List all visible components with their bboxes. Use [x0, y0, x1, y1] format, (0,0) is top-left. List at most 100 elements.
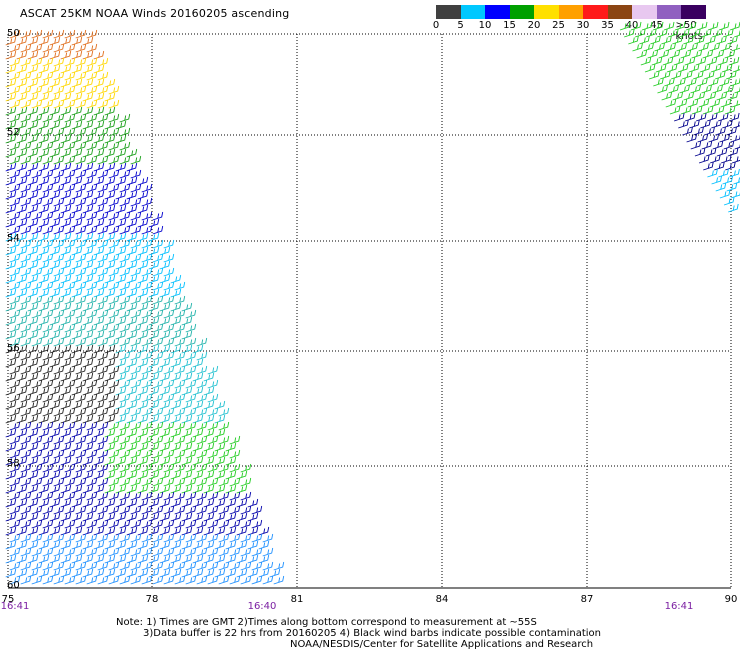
wind-barb	[97, 155, 109, 165]
wind-barb	[229, 505, 241, 515]
wind-barb	[181, 512, 193, 522]
wind-barb	[86, 281, 98, 291]
wind-barb	[49, 442, 61, 452]
wind-barb	[75, 281, 87, 291]
wind-barb	[75, 113, 87, 123]
wind-barb	[196, 337, 208, 347]
wind-barb	[104, 106, 116, 116]
wind-barb	[690, 28, 701, 38]
wind-barb	[20, 295, 32, 305]
wind-barb	[71, 540, 83, 550]
wind-barb	[49, 260, 61, 270]
wind-barb	[651, 56, 663, 66]
wind-barb	[159, 554, 171, 564]
wind-barb	[71, 316, 83, 326]
wind-barb	[60, 50, 72, 60]
wind-barb	[137, 246, 149, 256]
wind-barb	[115, 288, 127, 298]
wind-barb	[60, 260, 72, 270]
wind-barb	[53, 281, 65, 291]
wind-barb	[126, 288, 138, 298]
colorbar-segment	[632, 5, 657, 19]
wind-barb	[42, 281, 54, 291]
wind-barb	[82, 330, 94, 340]
wind-barb	[97, 393, 109, 403]
wind-barb	[163, 393, 175, 403]
wind-barb	[152, 225, 164, 235]
wind-barb	[669, 105, 681, 115]
wind-barb	[181, 540, 193, 550]
wind-barb	[27, 442, 39, 452]
wind-barb	[669, 49, 681, 59]
wind-barb	[75, 435, 87, 445]
wind-barb	[53, 57, 65, 67]
wind-barb	[53, 211, 65, 221]
wind-barb	[93, 484, 105, 494]
wind-barb	[82, 50, 94, 60]
wind-barb	[108, 155, 120, 165]
wind-barb	[71, 470, 83, 480]
wind-barb	[93, 92, 105, 102]
wind-barb	[708, 77, 719, 87]
wind-barb	[42, 57, 54, 67]
wind-barb	[262, 575, 274, 585]
wind-barb	[86, 547, 98, 557]
wind-barb	[60, 274, 72, 284]
wind-barb	[236, 470, 248, 480]
wind-barb	[38, 470, 50, 480]
wind-barb	[148, 232, 160, 242]
wind-barb	[42, 267, 54, 277]
wind-barb	[75, 197, 87, 207]
wind-barb	[42, 99, 54, 109]
wind-barb	[71, 484, 83, 494]
wind-barb	[9, 421, 21, 431]
wind-barb	[240, 575, 252, 585]
wind-barb	[9, 197, 21, 207]
wind-barb	[141, 295, 153, 305]
wind-barb	[97, 547, 109, 557]
wind-barb	[38, 260, 50, 270]
wind-barb	[16, 526, 28, 536]
wind-barb	[93, 64, 105, 74]
wind-barb	[9, 533, 21, 543]
wind-barb	[159, 540, 171, 550]
wind-barb	[60, 106, 72, 116]
wind-barb	[5, 260, 17, 270]
wind-barb	[20, 337, 32, 347]
wind-barb	[49, 372, 61, 382]
wind-barb	[214, 568, 226, 578]
wind-barb	[163, 505, 175, 515]
wind-barb	[16, 260, 28, 270]
wind-barb	[53, 533, 65, 543]
wind-barb	[31, 99, 43, 109]
wind-barb	[115, 414, 127, 424]
wind-barb	[20, 379, 32, 389]
wind-barb	[174, 379, 186, 389]
wind-barb	[170, 526, 182, 536]
wind-barb	[5, 428, 17, 438]
wind-barb	[5, 148, 17, 158]
wind-barb	[86, 393, 98, 403]
wind-barb	[60, 204, 72, 214]
wind-barb	[86, 309, 98, 319]
wind-barb	[53, 491, 65, 501]
wind-barb	[718, 168, 729, 178]
wind-barb	[203, 512, 215, 522]
wind-barb	[42, 365, 54, 375]
wind-barb	[670, 70, 682, 80]
wind-barb	[97, 113, 109, 123]
wind-barb	[119, 463, 131, 473]
wind-barb	[718, 21, 730, 31]
wind-barb	[196, 393, 208, 403]
wind-barb	[86, 337, 98, 347]
wind-barb	[5, 456, 17, 466]
wind-barb	[60, 386, 72, 396]
wind-barb	[86, 155, 98, 165]
wind-barb	[20, 533, 32, 543]
wind-barb	[676, 98, 688, 108]
wind-barb	[115, 246, 127, 256]
wind-barb	[86, 505, 98, 515]
wind-barb	[97, 519, 109, 529]
wind-barb	[108, 197, 120, 207]
